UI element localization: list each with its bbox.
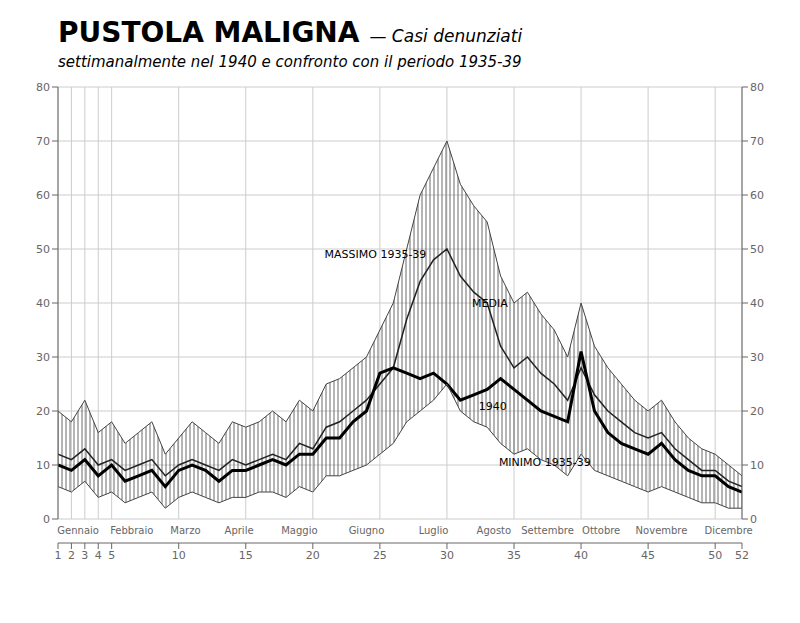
svg-text:Luglio: Luglio xyxy=(419,525,449,536)
svg-text:Aprile: Aprile xyxy=(225,525,254,536)
svg-text:60: 60 xyxy=(750,189,764,202)
svg-text:0: 0 xyxy=(43,513,50,526)
svg-text:4: 4 xyxy=(95,549,102,562)
svg-text:10: 10 xyxy=(172,549,186,562)
svg-text:MEDIA: MEDIA xyxy=(472,297,508,310)
svg-text:50: 50 xyxy=(708,549,722,562)
svg-text:60: 60 xyxy=(36,189,50,202)
svg-text:Marzo: Marzo xyxy=(170,525,200,536)
svg-text:70: 70 xyxy=(750,135,764,148)
svg-text:5: 5 xyxy=(108,549,115,562)
svg-text:50: 50 xyxy=(36,243,50,256)
svg-text:20: 20 xyxy=(306,549,320,562)
svg-text:10: 10 xyxy=(750,459,764,472)
svg-text:40: 40 xyxy=(574,549,588,562)
svg-text:Ottobre: Ottobre xyxy=(582,525,620,536)
svg-text:Gennaio: Gennaio xyxy=(57,525,99,536)
svg-text:Novembre: Novembre xyxy=(636,525,688,536)
svg-text:20: 20 xyxy=(36,405,50,418)
svg-text:52: 52 xyxy=(735,549,749,562)
svg-text:45: 45 xyxy=(641,549,655,562)
svg-text:80: 80 xyxy=(36,81,50,94)
svg-text:35: 35 xyxy=(507,549,521,562)
svg-text:50: 50 xyxy=(750,243,764,256)
svg-text:25: 25 xyxy=(373,549,387,562)
svg-text:15: 15 xyxy=(239,549,253,562)
svg-text:10: 10 xyxy=(36,459,50,472)
svg-text:80: 80 xyxy=(750,81,764,94)
svg-text:30: 30 xyxy=(440,549,454,562)
svg-text:1: 1 xyxy=(55,549,62,562)
svg-text:0: 0 xyxy=(750,513,757,526)
svg-text:Agosto: Agosto xyxy=(477,525,512,536)
svg-text:40: 40 xyxy=(36,297,50,310)
svg-text:1940: 1940 xyxy=(479,400,507,413)
svg-text:2: 2 xyxy=(68,549,75,562)
svg-text:Febbraio: Febbraio xyxy=(110,525,153,536)
svg-text:30: 30 xyxy=(36,351,50,364)
svg-text:40: 40 xyxy=(750,297,764,310)
svg-text:Settembre: Settembre xyxy=(521,525,574,536)
svg-text:20: 20 xyxy=(750,405,764,418)
html-text:PUSTOLA MALIGNA — Casi denunzi: PUSTOLA MALIGNA — Casi denunziati xyxy=(58,16,523,49)
svg-text:MASSIMO 1935-39: MASSIMO 1935-39 xyxy=(325,248,427,261)
svg-text:MINIMO 1935-39: MINIMO 1935-39 xyxy=(499,456,591,469)
html-text:settimanalmente nel 1940 e con: settimanalmente nel 1940 e confronto con… xyxy=(58,53,522,71)
svg-text:30: 30 xyxy=(750,351,764,364)
svg-text:Giugno: Giugno xyxy=(349,525,385,536)
svg-text:3: 3 xyxy=(81,549,88,562)
svg-text:Maggio: Maggio xyxy=(281,525,317,536)
svg-text:Dicembre: Dicembre xyxy=(704,525,752,536)
svg-text:70: 70 xyxy=(36,135,50,148)
